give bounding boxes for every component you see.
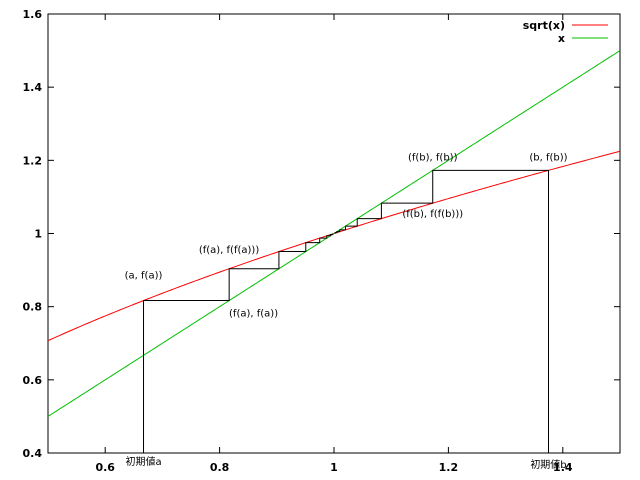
y-tick-label-3: 1: [34, 228, 42, 241]
annotation-label-7: 初期値b: [530, 458, 566, 471]
x-tick-label-0: 0.6: [95, 461, 115, 474]
annotation-label-1: (f(a), f(f(a))): [199, 245, 259, 256]
legend: sqrt(x)x: [523, 19, 608, 45]
y-tick-label-2: 0.8: [23, 301, 43, 314]
y-tick-label-5: 1.4: [23, 81, 43, 94]
y-tick-label-0: 0.4: [23, 447, 43, 460]
annotations: (a, f(a)) (f(a), f(f(a))) (f(a), f(a)) (f(b…: [125, 152, 568, 471]
cobweb-steps: [143, 169, 549, 453]
legend-label-1: x: [558, 32, 565, 45]
annotation-label-0: (a, f(a)): [125, 271, 163, 282]
x-tick-label-3: 1.2: [439, 461, 459, 474]
x-tick-label-4: 1.4: [553, 461, 573, 474]
x-tick-label-2: 1: [330, 461, 338, 474]
legend-label-0: sqrt(x): [523, 19, 565, 32]
axes: 0.6 0.8 1 1.2 1.4 0.4 0.6 0.8 1 1.2 1.4 1.6: [23, 8, 620, 474]
y-tick-label-4: 1.2: [23, 154, 43, 167]
annotation-label-6: 初期値a: [125, 455, 161, 468]
annotation-label-3: (f(b), f(b)): [408, 152, 458, 163]
x-tick-label-1: 0.8: [210, 461, 230, 474]
y-tick-label-1: 0.6: [23, 374, 43, 387]
cobweb-path-1: [334, 169, 549, 453]
y-tick-label-6: 1.6: [23, 8, 43, 21]
cobweb-path-0: [143, 233, 334, 453]
annotation-label-4: (b, f(b)): [529, 152, 567, 163]
annotation-label-2: (f(a), f(a)): [229, 309, 278, 320]
annotation-label-5: (f(b), f(f(b))): [402, 209, 463, 220]
